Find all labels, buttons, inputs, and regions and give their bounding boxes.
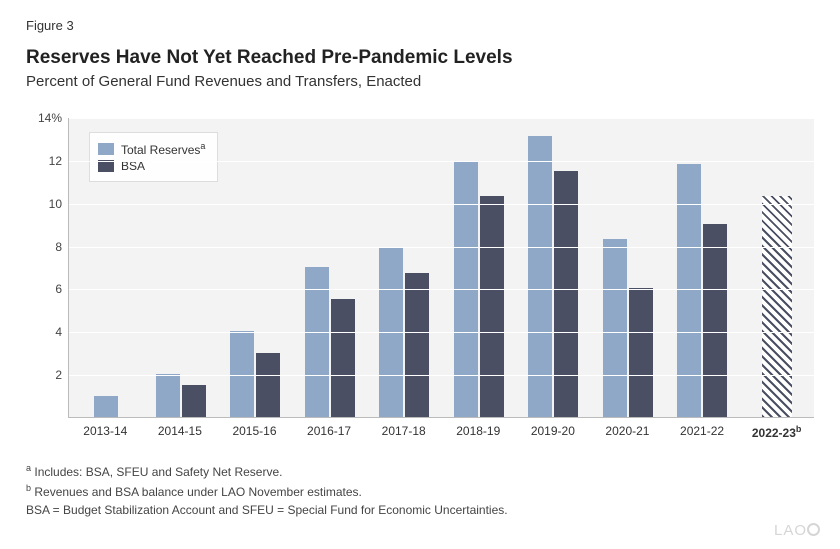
footnote-b: b Revenues and BSA balance under LAO Nov…	[26, 482, 814, 502]
gridline	[69, 332, 814, 333]
y-axis-label: 2	[26, 368, 62, 382]
gridline	[69, 247, 814, 248]
gridline	[69, 118, 814, 119]
bar-bsa	[331, 299, 355, 417]
plot-area: Total Reservesa BSA	[68, 118, 814, 418]
x-axis-label: 2020-21	[592, 424, 662, 448]
x-axis-label: 2016-17	[294, 424, 364, 448]
gridline	[69, 204, 814, 205]
bar-bsa	[703, 224, 727, 417]
gridline	[69, 375, 814, 376]
bar-bsa	[256, 353, 280, 417]
bar-bsa	[554, 171, 578, 417]
bar-total-reserves	[603, 239, 627, 417]
x-axis-label: 2013-14	[70, 424, 140, 448]
x-axis-label: 2014-15	[145, 424, 215, 448]
bar-bsa	[629, 288, 653, 417]
bar-group	[76, 396, 136, 417]
bar-bsa	[405, 273, 429, 417]
footnote-defs: BSA = Budget Stabilization Account and S…	[26, 501, 814, 520]
legend: Total Reservesa BSA	[89, 132, 218, 182]
bar-group	[151, 374, 211, 417]
bar-bsa	[182, 385, 206, 417]
y-axis-label: 4	[26, 325, 62, 339]
bar-total-reserves	[156, 374, 180, 417]
x-axis-label: 2021-22	[667, 424, 737, 448]
bar-group	[747, 196, 807, 417]
bar-group	[225, 331, 285, 417]
legend-item-total-reserves: Total Reservesa	[98, 141, 205, 157]
x-axis-label: 2018-19	[443, 424, 513, 448]
bar-total-reserves	[94, 396, 118, 417]
bar-total-reserves	[677, 164, 701, 417]
y-axis-label: 8	[26, 240, 62, 254]
bar-total-reserves	[230, 331, 254, 417]
x-axis-label: 2017-18	[369, 424, 439, 448]
footnotes: a Includes: BSA, SFEU and Safety Net Res…	[26, 462, 814, 520]
watermark-ring-icon	[807, 523, 820, 536]
footnote-a: a Includes: BSA, SFEU and Safety Net Res…	[26, 462, 814, 482]
chart-subtitle: Percent of General Fund Revenues and Tra…	[26, 73, 814, 90]
figure-label: Figure 3	[26, 18, 814, 33]
watermark: LAO	[774, 522, 820, 539]
gridline	[69, 289, 814, 290]
bar-group	[672, 164, 732, 417]
legend-swatch-total-reserves	[98, 143, 114, 155]
x-axis-label: 2022-23b	[742, 424, 812, 448]
x-axis-label: 2019-20	[518, 424, 588, 448]
bar-bsa-projected	[762, 196, 792, 417]
x-axis-labels: 2013-142014-152015-162016-172017-182018-…	[68, 424, 814, 448]
y-axis-label: 6	[26, 282, 62, 296]
y-axis-label: 10	[26, 197, 62, 211]
legend-label-total-reserves: Total Reservesa	[121, 141, 205, 157]
gridline	[69, 161, 814, 162]
y-axis-label: 14%	[26, 111, 62, 125]
y-axis-label: 12	[26, 154, 62, 168]
bar-bsa	[480, 196, 504, 417]
bar-group	[598, 239, 658, 417]
chart-title: Reserves Have Not Yet Reached Pre-Pandem…	[26, 47, 814, 69]
x-axis-label: 2015-16	[219, 424, 289, 448]
chart-container: Total Reservesa BSA 2013-142014-152015-1…	[26, 108, 814, 448]
